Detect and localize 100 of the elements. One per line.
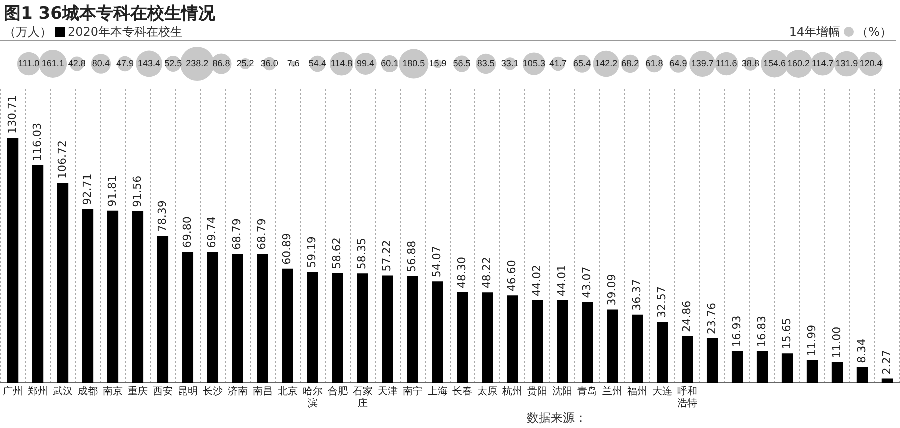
bar: [856, 367, 868, 383]
x-tick-label: 上海: [428, 386, 448, 398]
data-label: 139.7: [691, 58, 714, 68]
x-tick-label: 南宁: [402, 386, 423, 398]
bar: [207, 252, 219, 383]
bar: [832, 362, 844, 383]
x-tick-label: 昆明: [178, 386, 198, 398]
bar: [532, 300, 544, 383]
x-tick-label: 西安: [152, 386, 173, 398]
x-tick-label: 青岛: [578, 386, 598, 398]
bar: [57, 182, 69, 383]
data-label: 41.7: [549, 58, 568, 68]
data-label: 42.8: [68, 58, 86, 68]
data-label: 59.19: [306, 236, 319, 268]
bar: [107, 210, 119, 383]
source-note: 数据来源：: [527, 410, 587, 427]
data-label: 48.30: [456, 256, 469, 288]
bar: [432, 282, 444, 383]
data-label: 105.3: [522, 58, 546, 68]
data-label: 99.4: [357, 58, 375, 68]
bar: [382, 276, 394, 383]
x-tick-label: 长春: [452, 386, 473, 398]
bar: [632, 314, 644, 383]
data-label: 120.4: [860, 58, 882, 68]
x-tick-label: 合肥: [328, 386, 348, 398]
data-label: 116.03: [30, 123, 44, 162]
x-tick-label: 济南: [228, 386, 248, 398]
data-label: 69.80: [180, 216, 194, 248]
data-label: 114.8: [330, 58, 353, 68]
bar: [407, 276, 418, 383]
data-label: 114.7: [812, 58, 834, 68]
data-label: 61.8: [646, 58, 664, 68]
bar: [32, 166, 44, 383]
x-tick-label: 南京: [102, 386, 123, 398]
x-tick-label: 天津: [378, 386, 398, 398]
data-label: 15.9: [429, 58, 447, 68]
bar: [257, 254, 268, 383]
bar: [182, 252, 194, 383]
data-label: 161.1: [42, 58, 64, 68]
bar: [357, 274, 368, 383]
data-label: 131.9: [836, 58, 858, 68]
x-tick-label: 成都: [78, 386, 98, 398]
bar: [682, 336, 694, 383]
data-label: 52.5: [164, 58, 182, 68]
x-tick-label: 杭州: [502, 386, 523, 398]
bar: [157, 236, 169, 383]
data-label: 44.02: [530, 264, 544, 296]
bar: [507, 296, 518, 383]
bar: [282, 268, 294, 383]
x-tick-label: 哈尔滨: [302, 386, 323, 410]
data-label: 2.27: [880, 350, 894, 375]
bar: [706, 338, 718, 383]
data-label: 111.6: [716, 58, 738, 68]
x-tick-label: 北京: [278, 386, 298, 398]
data-label: 238.2: [186, 58, 209, 68]
data-label: 92.71: [80, 174, 94, 206]
data-label: 23.76: [705, 302, 718, 334]
data-label: 46.60: [506, 260, 519, 292]
x-tick-label: 重庆: [128, 386, 148, 398]
data-label: 25.2: [236, 58, 254, 68]
data-label: 44.01: [556, 265, 569, 297]
x-tick-label: 广州: [3, 386, 23, 398]
data-label: 56.5: [453, 58, 471, 68]
data-label: 68.79: [230, 218, 244, 250]
data-label: 180.5: [402, 58, 426, 68]
data-label: 38.8: [742, 58, 760, 68]
bar: [557, 300, 568, 383]
data-label: 16.83: [755, 316, 768, 348]
data-label: 143.4: [138, 58, 161, 68]
data-label: 32.57: [655, 286, 668, 318]
bar: [732, 351, 744, 383]
data-label: 36.37: [630, 279, 644, 311]
x-tick-label: 沈阳: [552, 386, 573, 398]
bar: [132, 211, 144, 383]
data-label: 56.88: [406, 240, 419, 272]
data-label: 58.35: [356, 238, 369, 270]
x-tick-label: 长沙: [202, 386, 223, 398]
text: （万人）: [4, 25, 52, 39]
data-label: 36.0: [260, 58, 278, 68]
bar: [756, 351, 768, 383]
chart-title: 图1 36城本专科在校生情况: [4, 3, 216, 25]
x-tick-label: 南昌: [252, 386, 273, 398]
data-label: 86.8: [212, 58, 230, 68]
bar: [782, 354, 794, 383]
x-tick-label: 福州: [628, 386, 648, 398]
legend-label: 2020年本专科在校生: [68, 25, 183, 39]
data-label: 106.72: [56, 140, 69, 179]
bar: [82, 209, 94, 383]
data-label: 64.9: [670, 58, 688, 68]
data-label: 142.2: [595, 58, 618, 68]
bar: [882, 378, 894, 383]
x-tick-label: 石家庄: [352, 386, 373, 410]
x-tick-label: 武汉: [52, 386, 73, 398]
data-label: 43.07: [580, 266, 594, 298]
data-label: 111.0: [18, 58, 40, 68]
data-label: 91.81: [106, 175, 119, 207]
bar: [232, 254, 244, 383]
data-label: 24.86: [680, 300, 694, 332]
data-label: 54.4: [308, 58, 326, 68]
data-label: 69.74: [206, 216, 219, 248]
